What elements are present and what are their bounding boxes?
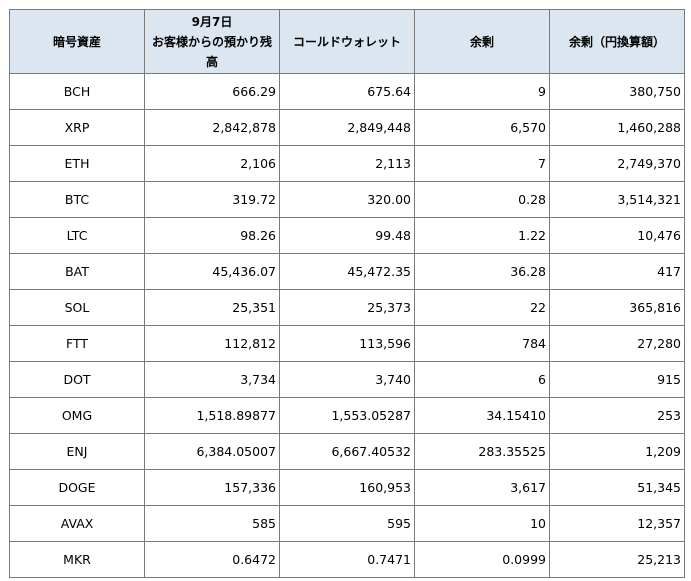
cold-wallet-cell: 160,953 bbox=[279, 469, 415, 506]
surplus-jpy-cell: 51,345 bbox=[549, 469, 685, 506]
cold-wallet-cell: 2,113 bbox=[279, 145, 415, 182]
table-row: ETH 2,106 2,113 7 2,749,370 bbox=[9, 145, 685, 182]
cold-wallet-cell: 45,472.35 bbox=[279, 253, 415, 290]
header-customer-balance-label: お客様からの預かり残高 bbox=[151, 34, 272, 69]
asset-cell: BAT bbox=[9, 253, 145, 290]
asset-cell: ENJ bbox=[9, 433, 145, 470]
customer-balance-cell: 45,436.07 bbox=[144, 253, 280, 290]
table-row: LTC 98.26 99.48 1.22 10,476 bbox=[9, 217, 685, 254]
customer-balance-cell: 319.72 bbox=[144, 181, 280, 218]
cold-wallet-cell: 6,667.40532 bbox=[279, 433, 415, 470]
header-cold-wallet: コールドウォレット bbox=[279, 9, 415, 74]
cold-wallet-cell: 99.48 bbox=[279, 217, 415, 254]
surplus-cell: 9 bbox=[414, 73, 550, 110]
header-surplus: 余剰 bbox=[414, 9, 550, 74]
cold-wallet-cell: 25,373 bbox=[279, 289, 415, 326]
table-row: AVAX 585 595 10 12,357 bbox=[9, 505, 685, 542]
table-row: MKR 0.6472 0.7471 0.0999 25,213 bbox=[9, 541, 685, 578]
asset-cell: DOGE bbox=[9, 469, 145, 506]
table-row: DOT 3,734 3,740 6 915 bbox=[9, 361, 685, 398]
table-row: DOGE 157,336 160,953 3,617 51,345 bbox=[9, 469, 685, 506]
cold-wallet-cell: 320.00 bbox=[279, 181, 415, 218]
surplus-jpy-cell: 1,460,288 bbox=[549, 109, 685, 146]
table-row: BTC 319.72 320.00 0.28 3,514,321 bbox=[9, 181, 685, 218]
cold-wallet-cell: 675.64 bbox=[279, 73, 415, 110]
surplus-jpy-cell: 27,280 bbox=[549, 325, 685, 362]
cold-wallet-cell: 3,740 bbox=[279, 361, 415, 398]
table-row: BAT 45,436.07 45,472.35 36.28 417 bbox=[9, 253, 685, 290]
asset-cell: ETH bbox=[9, 145, 145, 182]
cold-wallet-cell: 595 bbox=[279, 505, 415, 542]
customer-balance-cell: 585 bbox=[144, 505, 280, 542]
cold-wallet-cell: 2,849,448 bbox=[279, 109, 415, 146]
table-row: SOL 25,351 25,373 22 365,816 bbox=[9, 289, 685, 326]
customer-balance-cell: 3,734 bbox=[144, 361, 280, 398]
asset-cell: OMG bbox=[9, 397, 145, 434]
customer-balance-cell: 112,812 bbox=[144, 325, 280, 362]
reserve-table: 暗号資産 9月7日 お客様からの預かり残高 コールドウォレット 余剰 余剰（円換… bbox=[9, 9, 685, 578]
header-date: 9月7日 bbox=[191, 14, 233, 29]
surplus-jpy-cell: 2,749,370 bbox=[549, 145, 685, 182]
surplus-cell: 36.28 bbox=[414, 253, 550, 290]
surplus-jpy-cell: 915 bbox=[549, 361, 685, 398]
table-row: OMG 1,518.89877 1,553.05287 34.15410 253 bbox=[9, 397, 685, 434]
asset-cell: DOT bbox=[9, 361, 145, 398]
customer-balance-cell: 2,842,878 bbox=[144, 109, 280, 146]
customer-balance-cell: 2,106 bbox=[144, 145, 280, 182]
surplus-jpy-cell: 10,476 bbox=[549, 217, 685, 254]
customer-balance-cell: 157,336 bbox=[144, 469, 280, 506]
surplus-cell: 784 bbox=[414, 325, 550, 362]
cold-wallet-cell: 0.7471 bbox=[279, 541, 415, 578]
customer-balance-cell: 25,351 bbox=[144, 289, 280, 326]
header-row: 暗号資産 9月7日 お客様からの預かり残高 コールドウォレット 余剰 余剰（円換… bbox=[9, 9, 685, 74]
surplus-cell: 22 bbox=[414, 289, 550, 326]
table-body: BCH 666.29 675.64 9 380,750 XRP 2,842,878 2,849… bbox=[9, 73, 685, 578]
surplus-cell: 6,570 bbox=[414, 109, 550, 146]
header-surplus-jpy: 余剰（円換算額） bbox=[549, 9, 685, 74]
customer-balance-cell: 1,518.89877 bbox=[144, 397, 280, 434]
surplus-cell: 283.35525 bbox=[414, 433, 550, 470]
surplus-jpy-cell: 365,816 bbox=[549, 289, 685, 326]
table-row: BCH 666.29 675.64 9 380,750 bbox=[9, 73, 685, 110]
surplus-jpy-cell: 3,514,321 bbox=[549, 181, 685, 218]
asset-cell: MKR bbox=[9, 541, 145, 578]
surplus-cell: 6 bbox=[414, 361, 550, 398]
table-row: FTT 112,812 113,596 784 27,280 bbox=[9, 325, 685, 362]
table-row: XRP 2,842,878 2,849,448 6,570 1,460,288 bbox=[9, 109, 685, 146]
customer-balance-cell: 6,384.05007 bbox=[144, 433, 280, 470]
surplus-cell: 3,617 bbox=[414, 469, 550, 506]
asset-cell: SOL bbox=[9, 289, 145, 326]
surplus-cell: 7 bbox=[414, 145, 550, 182]
surplus-cell: 1.22 bbox=[414, 217, 550, 254]
asset-cell: BCH bbox=[9, 73, 145, 110]
surplus-jpy-cell: 380,750 bbox=[549, 73, 685, 110]
customer-balance-cell: 98.26 bbox=[144, 217, 280, 254]
cold-wallet-cell: 1,553.05287 bbox=[279, 397, 415, 434]
header-customer-balance: 9月7日 お客様からの預かり残高 bbox=[144, 9, 280, 74]
surplus-cell: 10 bbox=[414, 505, 550, 542]
table-row: ENJ 6,384.05007 6,667.40532 283.35525 1,209 bbox=[9, 433, 685, 470]
header-asset: 暗号資産 bbox=[9, 9, 145, 74]
surplus-jpy-cell: 25,213 bbox=[549, 541, 685, 578]
cold-wallet-cell: 113,596 bbox=[279, 325, 415, 362]
asset-cell: AVAX bbox=[9, 505, 145, 542]
asset-cell: FTT bbox=[9, 325, 145, 362]
surplus-jpy-cell: 253 bbox=[549, 397, 685, 434]
asset-cell: LTC bbox=[9, 217, 145, 254]
surplus-cell: 0.28 bbox=[414, 181, 550, 218]
surplus-cell: 34.15410 bbox=[414, 397, 550, 434]
customer-balance-cell: 666.29 bbox=[144, 73, 280, 110]
surplus-jpy-cell: 12,357 bbox=[549, 505, 685, 542]
customer-balance-cell: 0.6472 bbox=[144, 541, 280, 578]
surplus-cell: 0.0999 bbox=[414, 541, 550, 578]
surplus-jpy-cell: 1,209 bbox=[549, 433, 685, 470]
asset-cell: BTC bbox=[9, 181, 145, 218]
surplus-jpy-cell: 417 bbox=[549, 253, 685, 290]
asset-cell: XRP bbox=[9, 109, 145, 146]
